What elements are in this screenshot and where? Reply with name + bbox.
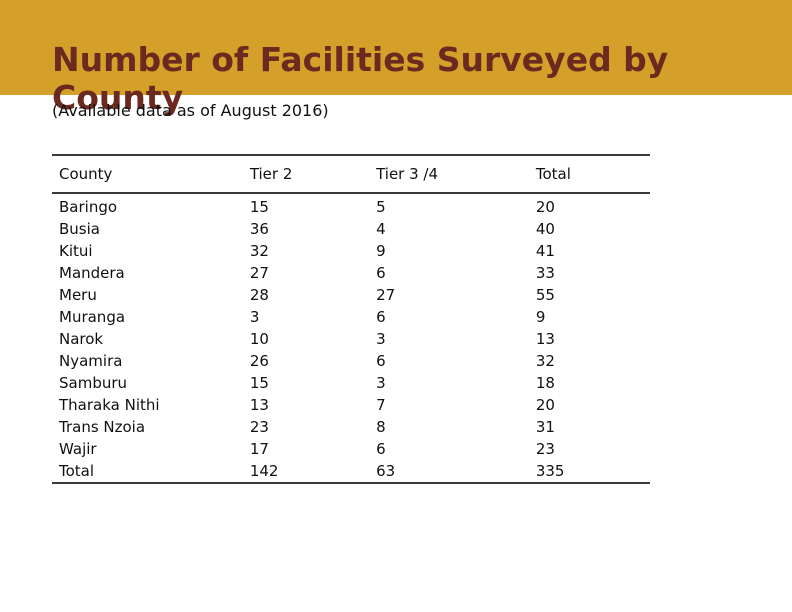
cell-tier-2: 23	[249, 418, 269, 436]
slide-title-line2: County	[52, 78, 184, 117]
cell-total: 13	[535, 330, 555, 348]
cell-tier-3-4: 5	[376, 198, 386, 216]
cell-tier-3-4: 3	[376, 330, 386, 348]
cell-total: 335	[528, 460, 650, 484]
cell-county: Mandera	[59, 264, 125, 282]
table-row: Samburu 15 3 18	[52, 372, 650, 394]
cell-county: Tharaka Nithi	[59, 396, 160, 414]
cell-county: Nyamira	[59, 352, 123, 370]
cell-total: 41	[535, 242, 555, 260]
cell-county: Total	[52, 460, 243, 484]
cell-tier-2: 3	[249, 308, 260, 326]
table-row: Meru 28 27 55	[52, 284, 650, 306]
cell-tier-2: 27	[249, 264, 269, 282]
cell-tier-2: 28	[249, 286, 269, 304]
cell-tier-2: 13	[249, 396, 269, 414]
cell-tier-3-4: 4	[376, 220, 386, 238]
cell-tier-2: 26	[249, 352, 269, 370]
cell-county: Kitui	[59, 242, 93, 260]
cell-tier-3-4: 9	[376, 242, 386, 260]
cell-county: Meru	[59, 286, 97, 304]
table-row: Tharaka Nithi 13 7 20	[52, 394, 650, 416]
header-total: Total	[528, 154, 650, 194]
facilities-table: County Tier 2 Tier 3 /4 Total Baringo 15…	[52, 154, 650, 484]
table-row: Wajir 17 6 23	[52, 438, 650, 460]
cell-tier-3-4: 3	[376, 374, 386, 392]
slide-title-line1: Number of Facilities Surveyed by	[52, 40, 669, 79]
table-row: Muranga 3 6 9	[52, 306, 650, 328]
table-row: Narok 10 3 13	[52, 328, 650, 350]
table-header-row: County Tier 2 Tier 3 /4 Total	[52, 154, 650, 194]
cell-tier-2: 15	[249, 374, 269, 392]
cell-total: 23	[535, 440, 555, 458]
cell-total: 9	[535, 308, 546, 326]
cell-total: 33	[535, 264, 555, 282]
cell-total: 55	[535, 286, 555, 304]
cell-tier-3-4: 7	[376, 396, 386, 414]
table-row: Busia 36 4 40	[52, 218, 650, 240]
table-total-row: Total 142 63 335	[52, 460, 650, 484]
cell-total: 31	[535, 418, 555, 436]
header-tier-2: Tier 2	[242, 154, 370, 194]
cell-county: Narok	[59, 330, 104, 348]
header-tier-3-4: Tier 3 /4	[369, 154, 529, 194]
cell-tier-3-4: 27	[376, 286, 396, 304]
table-row: Kitui 32 9 41	[52, 240, 650, 262]
cell-tier-2: 15	[249, 198, 269, 216]
cell-tier-2: 142	[242, 460, 370, 484]
header-county: County	[52, 154, 243, 194]
cell-tier-2: 10	[249, 330, 269, 348]
cell-tier-3-4: 63	[369, 460, 529, 484]
cell-tier-3-4: 6	[376, 308, 386, 326]
slide-subtitle: (Available data as of August 2016)	[52, 101, 329, 120]
cell-county: Baringo	[59, 198, 118, 216]
cell-total: 18	[535, 374, 555, 392]
table-row: Trans Nzoia 23 8 31	[52, 416, 650, 438]
table-row: Mandera 27 6 33	[52, 262, 650, 284]
cell-county: Trans Nzoia	[59, 418, 146, 436]
table-row: Baringo 15 5 20	[52, 193, 650, 218]
cell-tier-2: 36	[249, 220, 269, 238]
cell-county: Busia	[59, 220, 100, 238]
cell-tier-2: 32	[249, 242, 269, 260]
cell-tier-3-4: 6	[376, 440, 386, 458]
title-band	[0, 0, 792, 95]
cell-county: Muranga	[59, 308, 126, 326]
cell-total: 20	[535, 198, 555, 216]
cell-total: 40	[535, 220, 555, 238]
cell-tier-3-4: 8	[376, 418, 386, 436]
cell-tier-3-4: 6	[376, 352, 386, 370]
cell-total: 20	[535, 396, 555, 414]
cell-total: 32	[535, 352, 555, 370]
cell-county: Samburu	[59, 374, 128, 392]
cell-tier-3-4: 6	[376, 264, 386, 282]
cell-tier-2: 17	[249, 440, 269, 458]
table-row: Nyamira 26 6 32	[52, 350, 650, 372]
cell-county: Wajir	[59, 440, 97, 458]
